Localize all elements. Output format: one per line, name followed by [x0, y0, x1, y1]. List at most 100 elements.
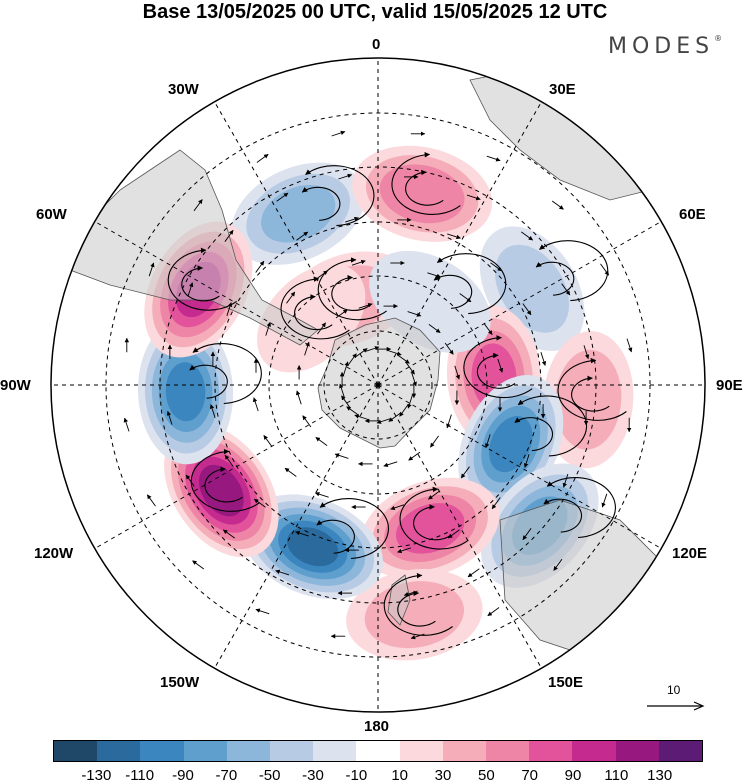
wind-arrow: [192, 560, 205, 570]
wind-arrow: [410, 633, 425, 640]
wind-vectors: [123, 130, 633, 640]
wind-arrow: [571, 375, 610, 412]
wind-arrow: [190, 448, 260, 512]
wind-arrow: [346, 406, 359, 416]
wind-arrow: [517, 395, 588, 457]
wind-arrow: [294, 294, 333, 331]
wind-arrow: [397, 547, 411, 554]
wind-arrow: [600, 263, 610, 276]
colorbar-swatch: [615, 741, 659, 761]
wind-arrow: [351, 259, 366, 266]
colorbar-swatch: [658, 741, 703, 761]
wind-arrow: [428, 324, 441, 333]
wind-arrow: [335, 309, 348, 319]
wind-arrow: [543, 498, 583, 533]
colorbar-tick-label: -10: [345, 767, 368, 784]
registered-mark: ®: [714, 34, 723, 43]
wind-arrow: [167, 247, 237, 311]
wind-arrow: [185, 474, 195, 487]
wind-arrow: [413, 504, 452, 541]
wind-arrow: [562, 473, 569, 488]
wind-arrow: [460, 466, 470, 479]
vector-scale-label: 10: [667, 683, 681, 697]
anomaly-contour: [489, 415, 533, 473]
wind-arrow: [388, 412, 401, 422]
wind-arrow: [551, 200, 564, 210]
wind-arrow: [302, 415, 312, 428]
lon-label-150e: 150E: [548, 674, 584, 691]
wind-arrow: [189, 364, 228, 399]
wind-arrow: [447, 233, 461, 240]
meridian-line: [94, 221, 379, 386]
lon-label-30e: 30E: [549, 81, 576, 98]
wind-arrow: [255, 260, 265, 273]
wind-arrow: [540, 352, 547, 366]
wind-arrow: [284, 467, 297, 477]
wind-arrow: [315, 437, 328, 446]
colorbar-tick-label: -130: [81, 767, 112, 784]
wind-arrow: [331, 274, 370, 311]
wind-arrow: [467, 568, 480, 578]
wind-arrow: [343, 361, 349, 376]
wind-arrow: [148, 262, 155, 277]
wind-arrow: [355, 348, 368, 358]
wind-arrow: [224, 454, 234, 467]
wind-arrow: [486, 155, 501, 162]
meridian-line: [94, 384, 379, 549]
colorbar-swatch: [54, 741, 98, 761]
wind-arrow: [226, 302, 233, 316]
wind-arrow: [459, 293, 472, 303]
lon-label-60e: 60E: [679, 206, 706, 223]
colorbar-tick-label: 130: [647, 767, 673, 784]
wind-arrow: [391, 151, 461, 215]
wind-arrow: [463, 335, 533, 399]
anomaly-contour: [198, 464, 244, 517]
anomaly-layer: [138, 145, 634, 661]
colorbar-tick-label: -30: [302, 767, 324, 784]
wind-arrow: [338, 173, 353, 180]
wind-arrow: [193, 199, 203, 212]
lon-label-30w: 30W: [168, 81, 199, 98]
lon-label-90w: 90W: [0, 377, 31, 394]
wind-arrow: [447, 529, 460, 539]
lon-label-180: 180: [364, 718, 390, 735]
wind-arrow: [301, 186, 341, 221]
wind-arrow: [485, 434, 491, 449]
wind-arrow: [466, 194, 481, 201]
colorbar-tick-label: 10: [391, 767, 408, 784]
wind-arrow: [561, 283, 571, 296]
brand-name: MODES: [608, 34, 715, 59]
anomaly-contour: [379, 164, 465, 224]
colorbar-swatch: [226, 741, 271, 761]
colorbar-tick-label: 50: [477, 767, 495, 784]
wind-arrow: [181, 265, 220, 302]
wind-arrow: [376, 418, 391, 424]
wind-arrow: [316, 270, 328, 280]
wind-arrow: [387, 350, 402, 356]
wind-arrow: [319, 498, 389, 560]
colorbar-tick-label: -70: [215, 767, 238, 784]
wind-arrow: [428, 490, 440, 500]
wind-arrow: [204, 466, 243, 503]
wind-arrow: [263, 435, 273, 447]
wind-arrow: [296, 231, 309, 241]
colorbar-swatch: [529, 741, 573, 761]
colorbar-tick-label: -110: [125, 767, 155, 784]
wind-arrow: [390, 504, 405, 511]
wind-arrow: [514, 417, 554, 452]
polar-map: [50, 57, 706, 713]
wind-arrow: [222, 529, 235, 539]
wind-arrow: [408, 451, 421, 461]
modes-logo: MODES®: [608, 34, 722, 59]
wind-arrow: [497, 358, 504, 373]
meridian-line: [377, 101, 542, 386]
wind-arrow: [341, 395, 351, 408]
longitude-grid: [51, 58, 705, 712]
colorbar-swatch: [572, 741, 616, 761]
lon-label-120w: 120W: [34, 545, 74, 562]
wind-arrow: [626, 338, 633, 353]
wind-arrow: [403, 590, 418, 597]
wind-arrow: [490, 262, 503, 272]
wind-arrow: [331, 130, 346, 137]
colorbar-swatch: [356, 741, 400, 761]
